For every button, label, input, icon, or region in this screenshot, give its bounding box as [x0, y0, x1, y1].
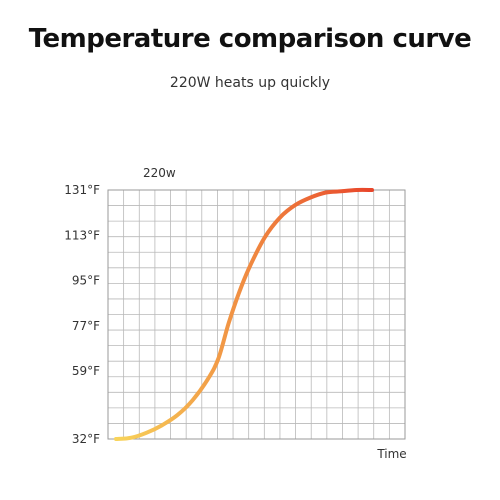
y-tick-label: 32°F — [72, 432, 100, 446]
legend-label: 220w — [143, 166, 176, 180]
y-tick-label: 59°F — [72, 364, 100, 378]
chart-subtitle: 220W heats up quickly — [169, 75, 331, 91]
plot-frame — [107, 189, 406, 440]
grid-lines — [108, 190, 405, 439]
series-line-220w — [114, 187, 374, 441]
y-tick-label: 131°F — [64, 183, 100, 197]
chart-title: Temperature comparison curve — [28, 24, 472, 54]
y-tick-label: 95°F — [72, 274, 100, 288]
y-tick-label: 113°F — [64, 228, 100, 242]
y-tick-label: 77°F — [72, 319, 100, 333]
x-axis-label: Time — [376, 447, 406, 461]
legend: 220w — [108, 166, 176, 180]
y-axis-ticks: 32°F 59°F 77°F 95°F 113°F 131°F — [64, 183, 100, 446]
